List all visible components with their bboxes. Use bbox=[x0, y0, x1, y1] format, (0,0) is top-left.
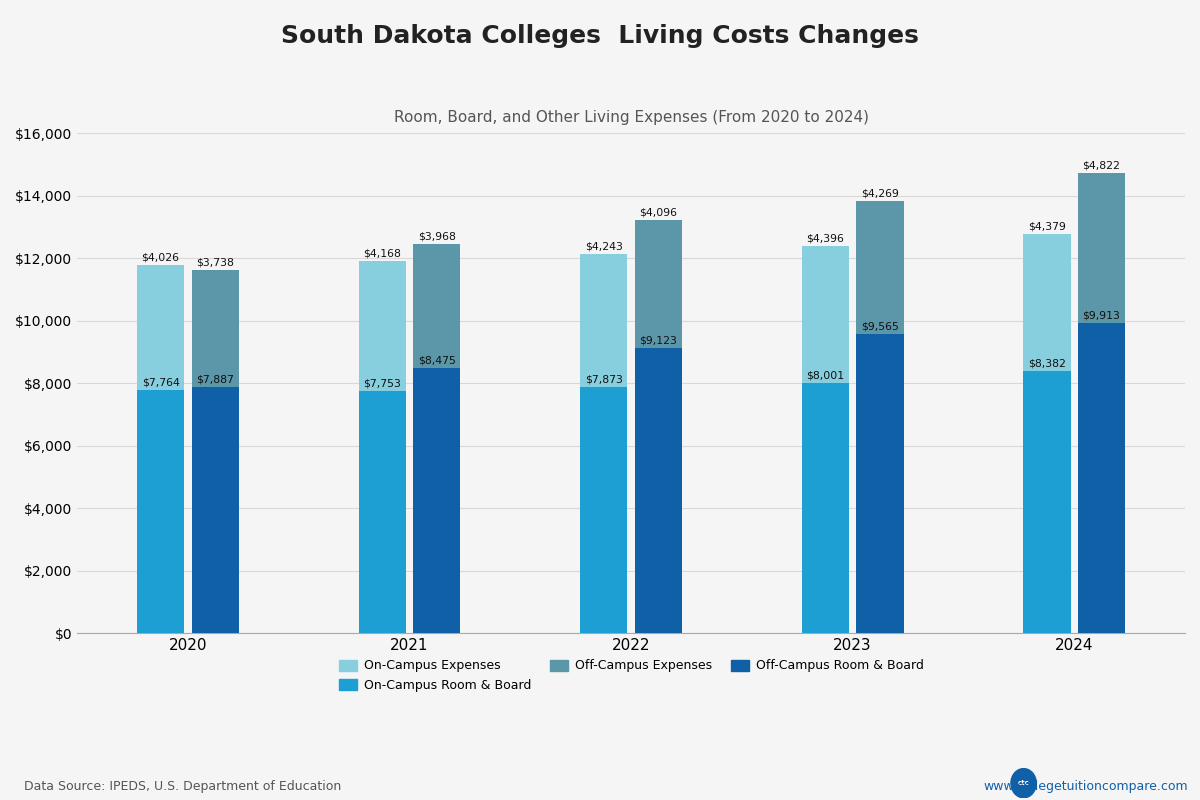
Legend: On-Campus Expenses, On-Campus Room & Board, Off-Campus Expenses, Off-Campus Room: On-Campus Expenses, On-Campus Room & Boa… bbox=[334, 654, 929, 697]
Title: Room, Board, and Other Living Expenses (From 2020 to 2024): Room, Board, and Other Living Expenses (… bbox=[394, 110, 869, 125]
Circle shape bbox=[1010, 769, 1037, 798]
Text: $7,873: $7,873 bbox=[584, 374, 623, 385]
Bar bbox=[359, 261, 406, 390]
Bar bbox=[1024, 234, 1070, 371]
Bar bbox=[580, 254, 628, 387]
Text: $7,753: $7,753 bbox=[364, 378, 401, 388]
Text: $9,123: $9,123 bbox=[640, 335, 677, 346]
Bar bbox=[359, 390, 406, 633]
Bar bbox=[413, 368, 461, 633]
Text: $7,887: $7,887 bbox=[197, 374, 234, 384]
Bar bbox=[192, 386, 239, 633]
Bar bbox=[635, 348, 682, 633]
Bar bbox=[857, 201, 904, 334]
Text: $9,565: $9,565 bbox=[862, 322, 899, 332]
Text: $4,396: $4,396 bbox=[806, 233, 845, 243]
Text: $4,168: $4,168 bbox=[364, 248, 401, 258]
Bar bbox=[802, 383, 848, 633]
Bar bbox=[1078, 173, 1126, 323]
Text: $9,913: $9,913 bbox=[1082, 310, 1121, 321]
Bar bbox=[137, 390, 185, 633]
Text: $4,026: $4,026 bbox=[142, 252, 180, 262]
Text: $4,096: $4,096 bbox=[640, 207, 677, 218]
Text: www.collegetuitioncompare.com: www.collegetuitioncompare.com bbox=[983, 781, 1188, 794]
Bar bbox=[802, 246, 848, 383]
Bar bbox=[413, 244, 461, 368]
Text: $8,001: $8,001 bbox=[806, 370, 845, 381]
Text: $8,475: $8,475 bbox=[418, 356, 456, 366]
Text: $4,269: $4,269 bbox=[862, 188, 899, 198]
Text: $4,822: $4,822 bbox=[1082, 160, 1121, 170]
Bar bbox=[137, 265, 185, 390]
Bar bbox=[857, 334, 904, 633]
Text: $8,382: $8,382 bbox=[1028, 358, 1066, 369]
Bar bbox=[580, 387, 628, 633]
Text: $3,738: $3,738 bbox=[197, 258, 234, 267]
Text: $7,764: $7,764 bbox=[142, 378, 180, 388]
Text: ctc: ctc bbox=[1018, 780, 1030, 786]
Bar bbox=[1078, 323, 1126, 633]
Text: $3,968: $3,968 bbox=[418, 232, 456, 242]
Bar bbox=[635, 220, 682, 348]
Text: Data Source: IPEDS, U.S. Department of Education: Data Source: IPEDS, U.S. Department of E… bbox=[24, 781, 341, 794]
Bar bbox=[192, 270, 239, 386]
Text: South Dakota Colleges  Living Costs Changes: South Dakota Colleges Living Costs Chang… bbox=[281, 24, 919, 48]
Text: $4,243: $4,243 bbox=[584, 242, 623, 252]
Bar bbox=[1024, 371, 1070, 633]
Text: $4,379: $4,379 bbox=[1028, 222, 1066, 232]
